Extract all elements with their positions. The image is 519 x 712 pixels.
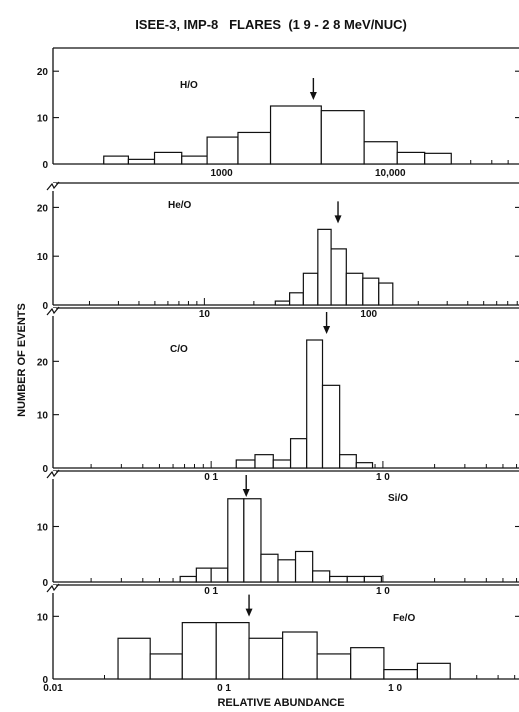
y-tick-label: 0: [42, 301, 48, 312]
histogram-bar: [345, 272, 364, 306]
y-tick-label: 0: [42, 160, 48, 171]
histogram-bar: [243, 498, 262, 583]
histogram-bar: [149, 653, 183, 680]
histogram-bar: [289, 438, 308, 469]
histogram-bar: [302, 272, 319, 306]
histogram-bar: [306, 339, 324, 469]
histogram-bar: [383, 668, 419, 680]
histogram-bar: [350, 647, 385, 680]
x-tick-label: 1 0: [388, 683, 402, 694]
histogram-bar: [272, 459, 292, 469]
x-tick-label: 0 1: [204, 472, 218, 483]
panel-label: Si/O: [388, 493, 408, 504]
axis-break-mark: [46, 181, 60, 191]
histogram-bar: [329, 575, 348, 583]
histogram-bar: [215, 621, 250, 680]
histogram-bar: [363, 141, 398, 165]
y-tick-label: 0: [42, 464, 48, 475]
y-tick-label: 10: [37, 114, 49, 125]
histogram-bar: [195, 567, 212, 583]
x-tick-label: 0 1: [204, 586, 218, 597]
histogram-bar: [362, 277, 380, 306]
x-tick-label: 10,000: [375, 168, 406, 179]
y-tick-label: 10: [37, 252, 49, 263]
mean-arrow-head: [245, 608, 253, 617]
mean-arrow-head: [334, 215, 342, 224]
histogram-bar: [312, 570, 331, 583]
axis-break-mark: [46, 583, 60, 593]
axis-break-mark: [46, 469, 60, 479]
panel-label: H/O: [180, 80, 198, 91]
y-tick-label: 10: [37, 612, 49, 623]
histogram-bar: [117, 637, 151, 680]
x-tick-label: 10: [199, 309, 211, 320]
histogram-bar: [235, 459, 256, 469]
axis-break-mark: [46, 306, 60, 316]
y-tick-label: 10: [37, 523, 49, 534]
histogram-bar: [181, 621, 217, 680]
histogram-bar: [396, 151, 426, 165]
histogram-bar: [103, 155, 130, 165]
histogram-bar: [294, 550, 314, 583]
y-tick-label: 0: [42, 675, 48, 686]
x-tick-label: 0 1: [217, 683, 231, 694]
mean-arrow-head: [323, 326, 331, 334]
histogram-bar: [321, 384, 341, 469]
histogram-bar: [282, 631, 318, 680]
histogram-bar: [260, 553, 279, 583]
histogram-bar: [320, 110, 365, 165]
panel-label: C/O: [170, 344, 188, 355]
x-tick-label: 0.01: [43, 683, 63, 694]
histogram-bar: [181, 155, 208, 165]
y-tick-label: 20: [37, 357, 49, 368]
y-tick-label: 20: [37, 203, 49, 214]
histogram-bar: [289, 292, 304, 306]
histogram-bar: [339, 454, 357, 469]
histogram-bar: [277, 559, 297, 583]
panel-c-o: 0 10 20 0 1 1 0 C/O: [37, 306, 519, 483]
histogram-bar: [248, 637, 284, 680]
histogram-bar: [317, 228, 332, 306]
histogram-bar: [346, 575, 365, 583]
histogram-bar: [210, 567, 229, 583]
y-tick-label: 10: [37, 411, 49, 422]
panel-label: He/O: [168, 200, 192, 211]
x-tick-label: 1 0: [376, 586, 390, 597]
histogram-bar: [378, 282, 394, 306]
mean-arrow-head: [309, 92, 317, 100]
histogram-bar: [206, 136, 239, 165]
histogram-bar: [153, 151, 183, 165]
mean-arrow-head: [242, 489, 250, 497]
panel-label: Fe/O: [393, 613, 415, 624]
figure-title: ISEE-3, IMP-8 FLARES (1 9 - 2 8 MeV/NUC): [135, 17, 407, 32]
histogram-bar: [316, 653, 352, 680]
x-tick-label: 100: [360, 309, 377, 320]
histogram-bar: [363, 575, 382, 583]
x-tick-label: 1 0: [376, 472, 390, 483]
panel-h-o: 0 10 20 1000 10,000 H/O: [37, 47, 519, 179]
histogram-bar: [179, 575, 197, 583]
histogram-bar: [424, 152, 452, 165]
y-tick-label: 20: [37, 67, 49, 78]
panel-fe-o: 0 10 0.01 0 1 1 0 Fe/O: [37, 583, 519, 694]
histogram-bar: [274, 300, 291, 306]
histogram-bar: [227, 498, 245, 583]
histogram-bar: [355, 462, 374, 469]
x-tick-label: 1000: [211, 168, 234, 179]
x-axis-label: RELATIVE ABUNDANCE: [217, 697, 344, 709]
y-axis-label: NUMBER OF EVENTS: [16, 303, 28, 417]
histogram-bar: [254, 454, 274, 469]
histogram-bar: [416, 662, 451, 680]
histogram-bar: [237, 131, 272, 165]
histogram-bar: [330, 248, 347, 306]
panel-he-o: 0 10 20 10 100 He/O: [37, 181, 519, 320]
y-tick-label: 0: [42, 578, 48, 589]
histogram-bar: [127, 158, 156, 165]
panel-si-o: 0 10 0 1 1 0 Si/O: [37, 469, 519, 597]
histogram-bar: [269, 105, 322, 165]
